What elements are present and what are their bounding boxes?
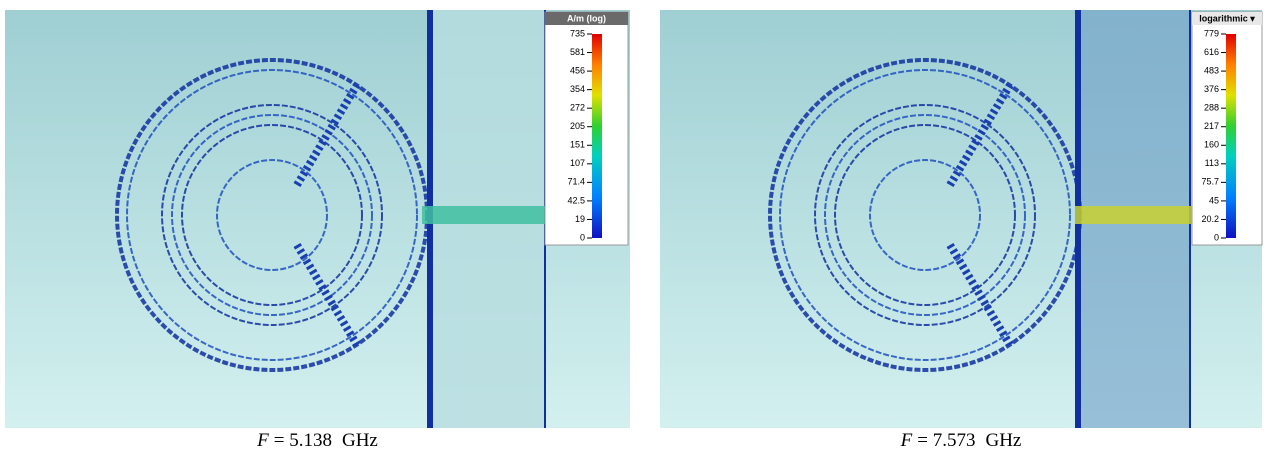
legend-tick-label: 616 [1204,47,1219,57]
caption-value: = 7.573 [917,430,975,451]
caption: F= 7.573 GHz [900,430,1022,451]
caption-symbol: F [900,430,913,451]
legend-tick-label: 107 [570,158,585,168]
legend-tick-label: 205 [570,121,585,131]
legend-title: A/m (log) [567,13,606,23]
caption-symbol: F [256,430,269,451]
legend-tick-label: 779 [1204,28,1219,38]
figure: A/m (log) 735 581 456 354 272 205 151 107 71.4 42.… [0,0,1268,454]
legend-tick-label: 160 [1204,140,1219,150]
color-scale [592,34,602,238]
legend-tick-label: 71.4 [567,177,585,187]
legend-tick-label: 45 [1209,195,1219,205]
caption-value: = 5.138 [274,430,332,451]
legend-tick-label: 376 [1204,84,1219,94]
legend-box [545,12,628,245]
color-scale [1226,34,1236,238]
legend-tick-label: 0 [580,232,585,242]
legend-tick-label: 151 [570,140,585,150]
legend-tick-label: 288 [1204,103,1219,113]
legend-tick-label: 272 [570,103,585,113]
legend-tick-label: 0 [1214,232,1219,242]
legend-tick-label: 581 [570,47,585,57]
feed-line [422,206,555,224]
field-plot: A/m (log) 735 581 456 354 272 205 151 107 71.4 42.… [5,10,630,428]
legend-tick-label: 20.2 [1201,214,1219,224]
caption: F= 5.138 GHz [256,430,378,451]
legend-tick-label: 456 [570,65,585,75]
legend-tick-label: 19 [575,214,585,224]
legend-tick-label: 735 [570,28,585,38]
legend-tick-label: 113 [1205,158,1219,168]
legend-tick-label: 483 [1204,65,1219,75]
legend-tick-label: 217 [1204,121,1219,131]
caption-unit: GHz [342,430,378,451]
legend-title: logarithmic ▾ [1199,13,1255,23]
caption-unit: GHz [985,430,1021,451]
field-plot: logarithmic ▾ 779 616 483 376 288 217 160 113 75.… [660,10,1262,428]
feed-line [1075,206,1200,224]
legend-tick-label: 75.7 [1201,177,1219,187]
legend-tick-label: 42.5 [567,195,585,205]
legend-tick-label: 354 [570,84,585,94]
